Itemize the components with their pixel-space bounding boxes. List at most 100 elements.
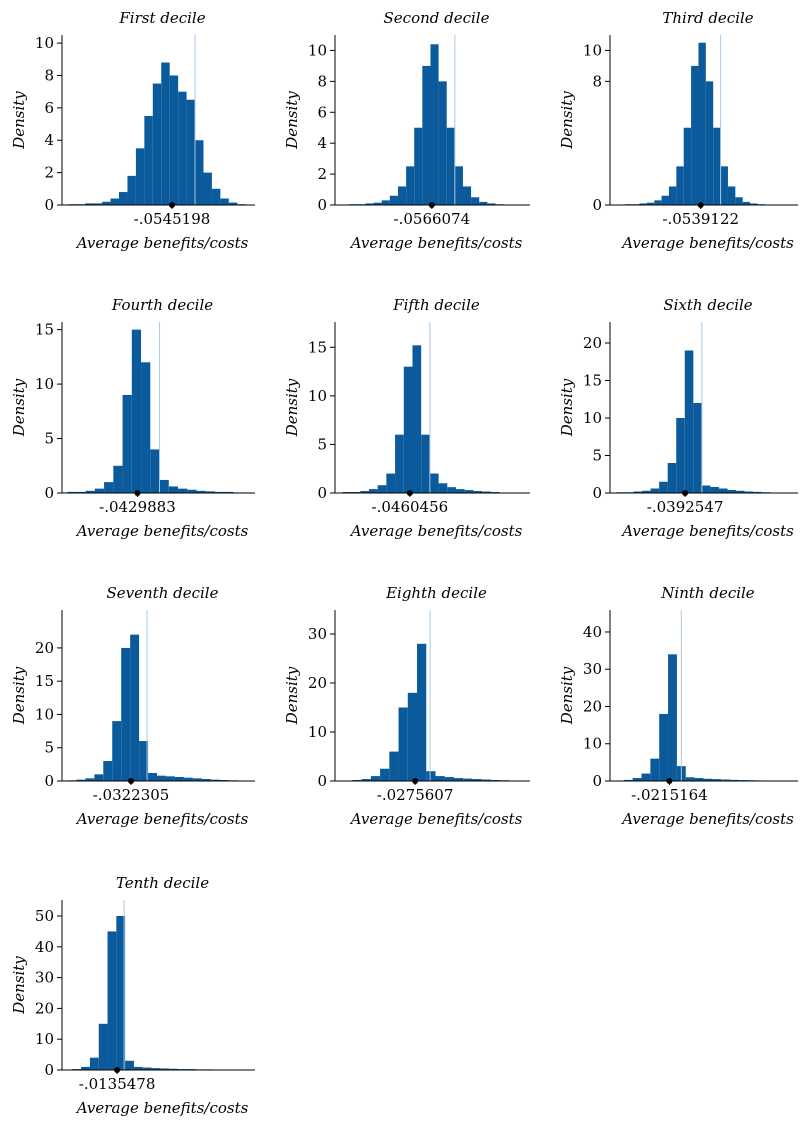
bar xyxy=(395,435,404,493)
x-tick-label: -.0135478 xyxy=(79,1075,156,1093)
mean-marker xyxy=(429,202,435,208)
y-axis-label: Density xyxy=(10,666,28,725)
bar xyxy=(169,486,178,493)
bar xyxy=(426,771,435,781)
bar xyxy=(659,714,668,781)
bar xyxy=(668,463,677,493)
bar xyxy=(676,418,685,493)
y-tick-label: 5 xyxy=(317,435,327,453)
bar xyxy=(669,186,676,205)
bar xyxy=(378,485,387,493)
y-tick-label: 0 xyxy=(592,484,602,502)
y-tick-label: 40 xyxy=(583,623,602,641)
y-tick-label: 30 xyxy=(583,660,602,678)
bar xyxy=(111,199,119,205)
bar xyxy=(144,116,152,205)
y-tick-label: 4 xyxy=(317,134,327,152)
bar xyxy=(382,200,390,205)
bar xyxy=(175,777,184,781)
y-tick-label: 50 xyxy=(35,907,54,925)
bar xyxy=(212,189,220,205)
y-tick-label: 20 xyxy=(583,697,602,715)
bar xyxy=(178,489,187,493)
y-axis-label: Density xyxy=(283,91,301,150)
y-tick-label: 10 xyxy=(308,723,327,741)
y-tick-label: 15 xyxy=(35,321,54,339)
y-tick-label: 15 xyxy=(308,338,327,356)
y-tick-label: 10 xyxy=(35,34,54,52)
panel-title: First decile xyxy=(118,9,205,27)
bar xyxy=(435,776,444,781)
x-tick-label: -.0566074 xyxy=(394,210,471,228)
bar xyxy=(422,66,430,205)
y-tick-label: 0 xyxy=(44,1061,54,1079)
bar xyxy=(386,474,395,493)
y-tick-label: 10 xyxy=(583,409,602,427)
x-axis-label: Average benefits/costs xyxy=(75,1099,249,1117)
bar xyxy=(148,773,157,781)
y-tick-label: 20 xyxy=(308,674,327,692)
bar xyxy=(668,654,677,781)
x-axis-label: Average benefits/costs xyxy=(620,234,794,252)
y-tick-label: 40 xyxy=(35,938,54,956)
y-tick-label: 8 xyxy=(44,66,54,84)
bar xyxy=(125,1061,134,1070)
bar xyxy=(220,199,228,205)
y-tick-label: 15 xyxy=(35,672,54,690)
y-tick-label: 30 xyxy=(35,969,54,987)
bar xyxy=(439,483,448,493)
bar xyxy=(728,186,735,205)
bar xyxy=(408,693,417,781)
mean-marker xyxy=(169,202,175,208)
bar xyxy=(113,466,122,493)
bar xyxy=(710,487,719,493)
bar xyxy=(95,489,104,493)
bar xyxy=(160,480,169,493)
y-tick-label: 20 xyxy=(35,639,54,657)
bar xyxy=(455,166,463,205)
panel-title: Third decile xyxy=(662,9,753,27)
bar xyxy=(691,66,698,205)
bar xyxy=(130,635,139,781)
bar xyxy=(166,776,175,781)
bar xyxy=(693,403,702,493)
bar xyxy=(447,128,455,205)
bar xyxy=(659,482,668,493)
bar xyxy=(90,1058,99,1070)
bar xyxy=(389,752,398,781)
y-axis-label: Density xyxy=(10,378,28,437)
y-axis-label: Density xyxy=(558,666,576,725)
y-tick-label: 10 xyxy=(35,1030,54,1048)
y-tick-label: 2 xyxy=(44,164,54,182)
bar xyxy=(399,708,408,781)
y-tick-label: 0 xyxy=(592,772,602,790)
panel-title: Second decile xyxy=(384,9,490,27)
bar xyxy=(99,1024,108,1070)
y-tick-label: 5 xyxy=(44,739,54,757)
y-axis-label: Density xyxy=(283,378,301,437)
bar xyxy=(721,166,728,205)
bar xyxy=(445,777,454,781)
bar xyxy=(676,166,683,205)
bar xyxy=(719,489,728,494)
y-tick-label: 6 xyxy=(317,103,327,121)
panel-title: Eighth decile xyxy=(385,584,487,602)
y-tick-label: 6 xyxy=(44,99,54,117)
panel-title: Tenth decile xyxy=(116,874,209,892)
bar xyxy=(195,140,203,205)
bar xyxy=(141,362,150,493)
bar xyxy=(686,777,695,781)
x-tick-label: -.0545198 xyxy=(134,210,211,228)
y-tick-label: 20 xyxy=(583,334,602,352)
y-axis-label: Density xyxy=(10,956,28,1015)
bar xyxy=(650,759,659,781)
bar xyxy=(123,395,132,493)
y-axis-label: Density xyxy=(558,378,576,437)
bar xyxy=(430,474,439,493)
